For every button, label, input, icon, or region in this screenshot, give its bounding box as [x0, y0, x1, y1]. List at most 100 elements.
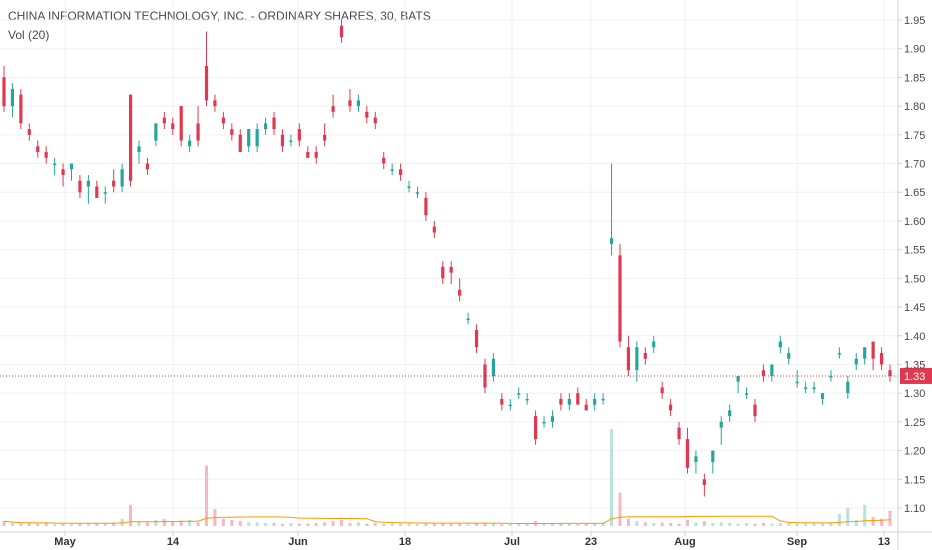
candle-body — [770, 364, 774, 376]
volume-bar — [154, 519, 158, 526]
candle-body — [854, 358, 858, 365]
candle-body — [171, 123, 175, 130]
volume-bar — [500, 524, 504, 526]
candle-body — [660, 387, 664, 394]
candle-body — [517, 393, 521, 395]
time-axis[interactable]: May 14 Jun 18 Jul 23 Aug Sep 13 — [0, 531, 932, 548]
candle-body — [196, 123, 200, 141]
candle-body — [584, 404, 588, 411]
volume-bar — [424, 522, 428, 526]
y-tick-label: 1.35 — [904, 359, 925, 371]
candle-body — [736, 375, 740, 382]
volume-bar — [382, 524, 386, 526]
volume-bar — [601, 522, 605, 526]
volume-bar — [685, 519, 689, 526]
volume-bar — [264, 522, 268, 526]
volume-bar — [728, 522, 732, 526]
price-badge-label: 1.33 — [904, 371, 925, 383]
candle-body — [483, 364, 487, 388]
volume-bar — [584, 523, 588, 526]
candle-body — [289, 140, 293, 143]
candle-body — [19, 94, 23, 124]
candle-body — [415, 192, 420, 194]
volume-bar — [711, 522, 715, 526]
y-tick-label: 1.10 — [904, 503, 925, 515]
candle-body — [525, 398, 529, 401]
candle-body — [297, 129, 301, 141]
candle-body — [432, 226, 436, 233]
volume-bar — [761, 522, 765, 526]
candle-body — [247, 129, 251, 147]
volume-bar — [567, 523, 571, 526]
volume-bar — [70, 524, 74, 526]
candle-body — [213, 100, 217, 107]
volume-bar — [702, 521, 706, 526]
candle-body — [863, 347, 867, 359]
candle-body — [677, 427, 681, 440]
y-tick-label: 1.80 — [904, 101, 925, 113]
volume-bars — [2, 429, 892, 526]
volume-bar — [356, 522, 360, 526]
volume-bar — [829, 522, 833, 526]
volume-bar — [2, 521, 6, 526]
candle-body — [652, 341, 656, 348]
candle-body — [449, 266, 453, 273]
price-axis[interactable]: 1.10 1.15 1.20 1.25 1.30 1.35 1.40 1.45 1.50 1.55… — [897, 0, 925, 550]
candle-body — [534, 416, 538, 440]
x-tick-label: May — [54, 536, 76, 548]
candle-body — [694, 456, 698, 463]
volume-bar — [399, 524, 403, 526]
candle-body — [69, 163, 74, 170]
volume-bar — [635, 521, 639, 526]
volume-bar — [255, 522, 259, 526]
volume-bar — [78, 522, 82, 526]
candle-body — [812, 387, 816, 389]
x-tick-label: 23 — [585, 536, 597, 548]
volume-bar — [348, 522, 352, 526]
volume-bar — [778, 522, 782, 526]
candle-body — [635, 347, 639, 371]
candle-body — [491, 358, 496, 376]
candle-body — [356, 100, 360, 107]
volume-bar — [331, 521, 335, 526]
candle-body — [230, 129, 234, 135]
volume-bar — [280, 523, 284, 526]
candle-body — [728, 410, 732, 417]
volume-bar — [306, 523, 310, 526]
candle-body — [744, 393, 749, 395]
candle-body — [626, 347, 631, 371]
y-tick-label: 1.65 — [904, 187, 925, 199]
candle-body — [280, 134, 285, 147]
volume-bar — [314, 522, 318, 526]
volume-bar — [677, 523, 681, 526]
candle-body — [61, 169, 65, 176]
volume-bar — [475, 522, 479, 526]
volume-bar — [593, 523, 597, 526]
candle-body — [407, 186, 411, 188]
candle-body — [154, 123, 158, 141]
volume-bar — [542, 524, 546, 526]
x-tick-label: 13 — [878, 536, 890, 548]
candle-body — [204, 65, 209, 101]
candle-body — [846, 381, 850, 394]
candle-body — [86, 180, 90, 187]
volume-bar — [491, 522, 495, 526]
candle-body — [820, 393, 825, 399]
candle-body — [643, 352, 647, 359]
candle-body — [542, 421, 546, 424]
volume-ma-line — [3, 515, 891, 524]
candle-body — [78, 180, 82, 193]
volume-legend: Vol (20) — [8, 28, 50, 42]
candle-body — [787, 352, 791, 359]
volume-bar — [137, 521, 141, 526]
volume-bar — [846, 507, 850, 526]
candle-body — [238, 134, 242, 153]
candle-body — [753, 404, 757, 417]
volume-bar — [888, 510, 892, 526]
volume-bar — [19, 523, 23, 526]
y-tick-label: 1.85 — [904, 72, 925, 84]
volume-bar — [53, 524, 57, 526]
volume-bar — [162, 518, 166, 526]
volume-bar — [95, 523, 99, 526]
